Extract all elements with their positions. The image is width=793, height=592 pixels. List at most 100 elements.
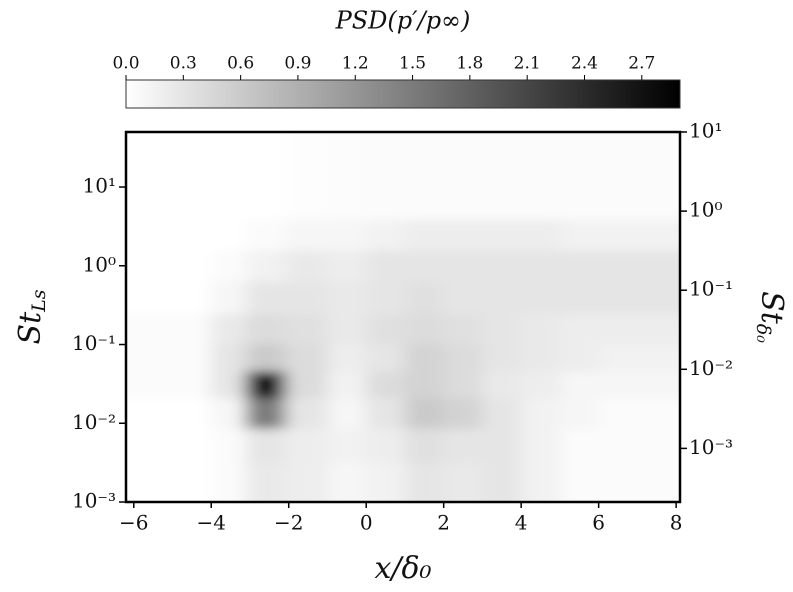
heat-cell — [246, 428, 286, 464]
y2-tick-label: 10¹ — [689, 119, 722, 143]
heat-cell — [637, 132, 680, 220]
heat-cell — [366, 371, 406, 399]
heat-cell — [598, 132, 638, 220]
heat-cell — [284, 281, 328, 315]
x-axis-label: x/δ₀ — [374, 551, 431, 586]
heat-cell — [637, 428, 680, 464]
heat-cell — [404, 397, 445, 429]
x-tick-label: 8 — [670, 511, 683, 535]
heat-cell — [327, 313, 367, 345]
heat-cell — [246, 371, 286, 399]
heat-cell — [327, 371, 367, 399]
y2-tick-label: 10⁻¹ — [689, 277, 733, 301]
heat-cell — [327, 132, 367, 220]
heat-cell — [404, 313, 445, 345]
heat-cell — [482, 250, 522, 282]
heat-cell — [559, 428, 600, 464]
heat-cell — [211, 250, 247, 282]
heat-cell — [559, 132, 600, 220]
heat-cell — [637, 250, 680, 282]
heat-cell — [443, 250, 483, 282]
heat-cell — [404, 132, 445, 220]
heat-cell — [126, 371, 212, 399]
heat-cell — [521, 132, 561, 220]
heat-cell — [404, 428, 445, 464]
heat-cell — [559, 281, 600, 315]
heat-cell — [598, 397, 638, 429]
y-tick-label: 10⁻³ — [72, 489, 116, 513]
heat-cell — [284, 132, 328, 220]
heat-cell — [366, 219, 406, 251]
heat-cell — [598, 281, 638, 315]
heat-cell — [366, 462, 406, 502]
x-tick-label: −2 — [274, 511, 303, 535]
x-tick-label: −4 — [196, 511, 225, 535]
heat-cell — [482, 397, 522, 429]
heat-cell — [246, 313, 286, 345]
heat-cell — [211, 343, 247, 372]
heat-cell — [327, 219, 367, 251]
colorbar-tick-label: 1.2 — [342, 54, 369, 74]
y-tick-label: 10¹ — [83, 174, 116, 198]
heat-cell — [284, 313, 328, 345]
x-tick-label: −6 — [119, 511, 148, 535]
heat-cell — [598, 428, 638, 464]
heat-cell — [404, 343, 445, 372]
heat-cell — [327, 397, 367, 429]
heat-cell — [521, 397, 561, 429]
heat-cell — [366, 281, 406, 315]
heat-cell — [211, 281, 247, 315]
heat-cell — [327, 343, 367, 372]
y-axis-label-main: St — [13, 311, 48, 345]
heat-cell — [366, 428, 406, 464]
heat-cell — [126, 250, 212, 282]
heat-cell — [404, 219, 445, 251]
colorbar-tick-label: 2.4 — [571, 54, 598, 74]
heat-cell — [126, 313, 212, 345]
colorbar-tick-label: 0.6 — [227, 54, 254, 74]
y2-axis-label: Stδ₀ — [752, 291, 789, 343]
heat-cell — [443, 132, 483, 220]
heat-cell — [482, 219, 522, 251]
colorbar-tick-label: 0.0 — [112, 54, 139, 74]
heat-cell — [211, 462, 247, 502]
heat-cell — [521, 219, 561, 251]
heat-cell — [521, 250, 561, 282]
heatmap-cells — [126, 132, 680, 502]
colorbar — [125, 79, 681, 109]
heat-cell — [598, 250, 638, 282]
heat-cell — [246, 132, 286, 220]
heat-cell — [637, 281, 680, 315]
heat-cell — [482, 313, 522, 345]
heat-cell — [211, 397, 247, 429]
heat-cell — [559, 343, 600, 372]
heat-cell — [126, 219, 212, 251]
heat-cell — [443, 343, 483, 372]
heat-cell — [404, 281, 445, 315]
heat-cell — [443, 281, 483, 315]
heat-cell — [126, 132, 212, 220]
heat-cell — [284, 219, 328, 251]
heat-cell — [404, 371, 445, 399]
heat-cell — [246, 462, 286, 502]
heat-cell — [598, 313, 638, 345]
y-tick-label: 10⁻² — [72, 410, 116, 434]
heat-cell — [482, 132, 522, 220]
y-tick-label: 10⁻¹ — [72, 331, 116, 355]
heat-cell — [482, 343, 522, 372]
heat-cell — [366, 132, 406, 220]
heat-cell — [482, 462, 522, 502]
heat-cell — [559, 250, 600, 282]
heat-cell — [637, 371, 680, 399]
heat-cell — [637, 397, 680, 429]
heat-cell — [211, 219, 247, 251]
heat-cell — [443, 313, 483, 345]
heat-cell — [284, 397, 328, 429]
heat-cell — [404, 250, 445, 282]
heat-cell — [211, 313, 247, 345]
heat-cell — [126, 397, 212, 429]
y-axis-label-sub: Ls — [28, 289, 50, 313]
heat-cell — [284, 343, 328, 372]
plot-frame — [124, 130, 682, 504]
